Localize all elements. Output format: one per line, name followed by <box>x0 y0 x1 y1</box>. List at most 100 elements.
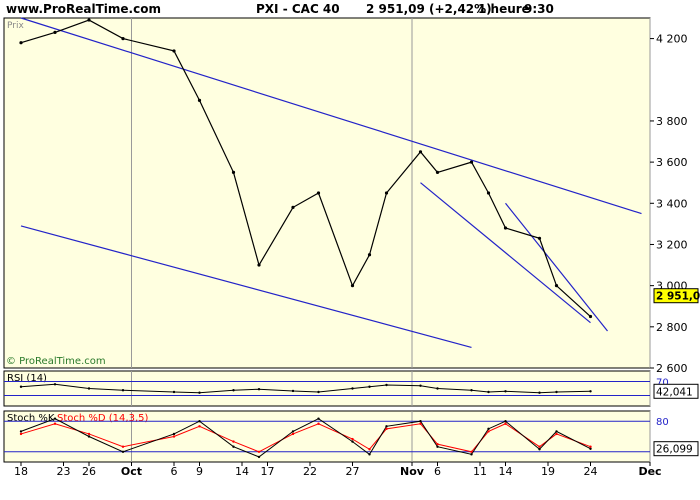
rsi-point <box>291 389 295 393</box>
price-point <box>435 170 440 175</box>
stoch-k-point <box>487 427 490 431</box>
price-pane-label: Prix <box>7 21 24 31</box>
price-y-tick-label: 2 800 <box>656 321 688 334</box>
rsi-point <box>419 384 422 387</box>
price-y-tick-label: 3 400 <box>656 197 688 210</box>
x-tick-label: 24 <box>584 465 598 478</box>
rsi-point <box>589 390 592 393</box>
stoch-last-badge: 26,099 <box>656 444 693 456</box>
stoch-k-point <box>198 420 201 423</box>
rsi-point <box>53 383 57 386</box>
rsi-point <box>198 391 201 394</box>
x-tick-label: 19 <box>541 465 555 478</box>
price-point <box>554 284 559 288</box>
x-tick-label: Nov <box>400 465 425 478</box>
rsi-point <box>385 383 388 387</box>
price-y-tick-label: 3 200 <box>656 238 688 251</box>
price-point <box>87 18 91 22</box>
stoch-d-point <box>317 422 320 425</box>
price-last-badge: 2 951,09 <box>656 291 700 303</box>
trendline-1 <box>20 17 642 215</box>
rsi-point <box>538 391 541 394</box>
rsi-point <box>504 390 507 393</box>
stoch-d-point <box>53 422 57 425</box>
stoch-k-point <box>317 417 320 420</box>
stoch-d-point <box>232 440 235 443</box>
price-y-tick-label: 2 600 <box>656 362 688 375</box>
price-point <box>486 191 491 195</box>
stoch-k-point <box>555 430 558 433</box>
price-point <box>316 191 321 195</box>
price-point <box>172 49 176 53</box>
x-tick-label: Oct <box>121 465 142 478</box>
instrument-label: PXI - CAC 40 <box>256 2 340 16</box>
site-label: www.ProRealTime.com <box>6 2 161 16</box>
price-point <box>418 150 423 154</box>
x-tick-label: 6 <box>171 465 178 478</box>
price-point <box>257 263 261 267</box>
stoch-d-point <box>419 422 422 425</box>
stoch-y-tick-label: 80 <box>656 417 669 428</box>
price-point <box>231 170 236 175</box>
stoch-d-point <box>198 425 201 428</box>
stoch-k-point <box>351 440 354 443</box>
rsi-point <box>121 389 125 392</box>
rsi-point <box>19 385 23 388</box>
price-point <box>503 226 508 230</box>
x-tick-label: 23 <box>57 465 71 478</box>
stoch-pane <box>3 410 651 463</box>
rsi-point <box>172 390 176 394</box>
stoch-d-point <box>487 430 490 433</box>
stoch-k-label: Stoch %K <box>7 413 55 424</box>
x-tick-label: 27 <box>346 465 360 478</box>
stoch-d-point <box>538 445 541 448</box>
price-last-badge-box <box>653 288 699 304</box>
stoch-d-point <box>385 427 388 431</box>
price-point <box>350 284 355 288</box>
timeframe-label: 1 heure <box>478 2 530 16</box>
price-point <box>197 98 202 102</box>
rsi-point <box>487 390 490 394</box>
stoch-k-point <box>589 447 592 450</box>
rsi-pane <box>3 370 651 407</box>
watermark: © ProRealTime.com <box>6 356 106 367</box>
stoch-d-label: Stoch %D (14,3,5) <box>57 413 148 424</box>
trendline-2 <box>20 225 472 348</box>
rsi-point <box>351 387 354 390</box>
trendline-4 <box>505 202 608 332</box>
price-point <box>291 205 295 210</box>
rsi-point <box>257 388 261 391</box>
stoch-k-point <box>257 455 261 459</box>
rsi-point <box>436 387 439 390</box>
stoch-k-point <box>385 425 388 428</box>
stoch-d-point <box>291 432 295 436</box>
price-point <box>19 41 23 45</box>
rsi-last-badge-box <box>653 383 699 399</box>
stoch-last-badge-box <box>653 441 699 457</box>
price-point <box>537 236 542 240</box>
stoch-d-point <box>470 450 473 453</box>
stoch-d-point <box>19 432 23 436</box>
price-point <box>469 160 474 164</box>
rsi-point <box>368 385 371 388</box>
rsi-point <box>470 389 473 392</box>
stoch-k-point <box>19 430 23 433</box>
stoch-d-point <box>257 450 261 453</box>
stoch-k-point <box>419 420 422 423</box>
rsi-point <box>232 389 235 392</box>
stoch-k-point <box>232 445 235 448</box>
price-point <box>367 253 372 257</box>
stoch-k-point <box>436 445 439 448</box>
rsi-point <box>317 390 320 394</box>
stoch-d-point <box>368 448 371 451</box>
price-point <box>53 30 57 35</box>
x-tick-label: 6 <box>434 465 441 478</box>
price-point <box>121 36 125 41</box>
stoch-d-point <box>436 442 439 446</box>
time-label: 9:30 <box>524 2 554 16</box>
rsi-pane-label: RSI (14) <box>7 373 47 384</box>
stoch-d-point <box>555 432 558 436</box>
price-y-tick-label: 3 600 <box>656 156 688 169</box>
